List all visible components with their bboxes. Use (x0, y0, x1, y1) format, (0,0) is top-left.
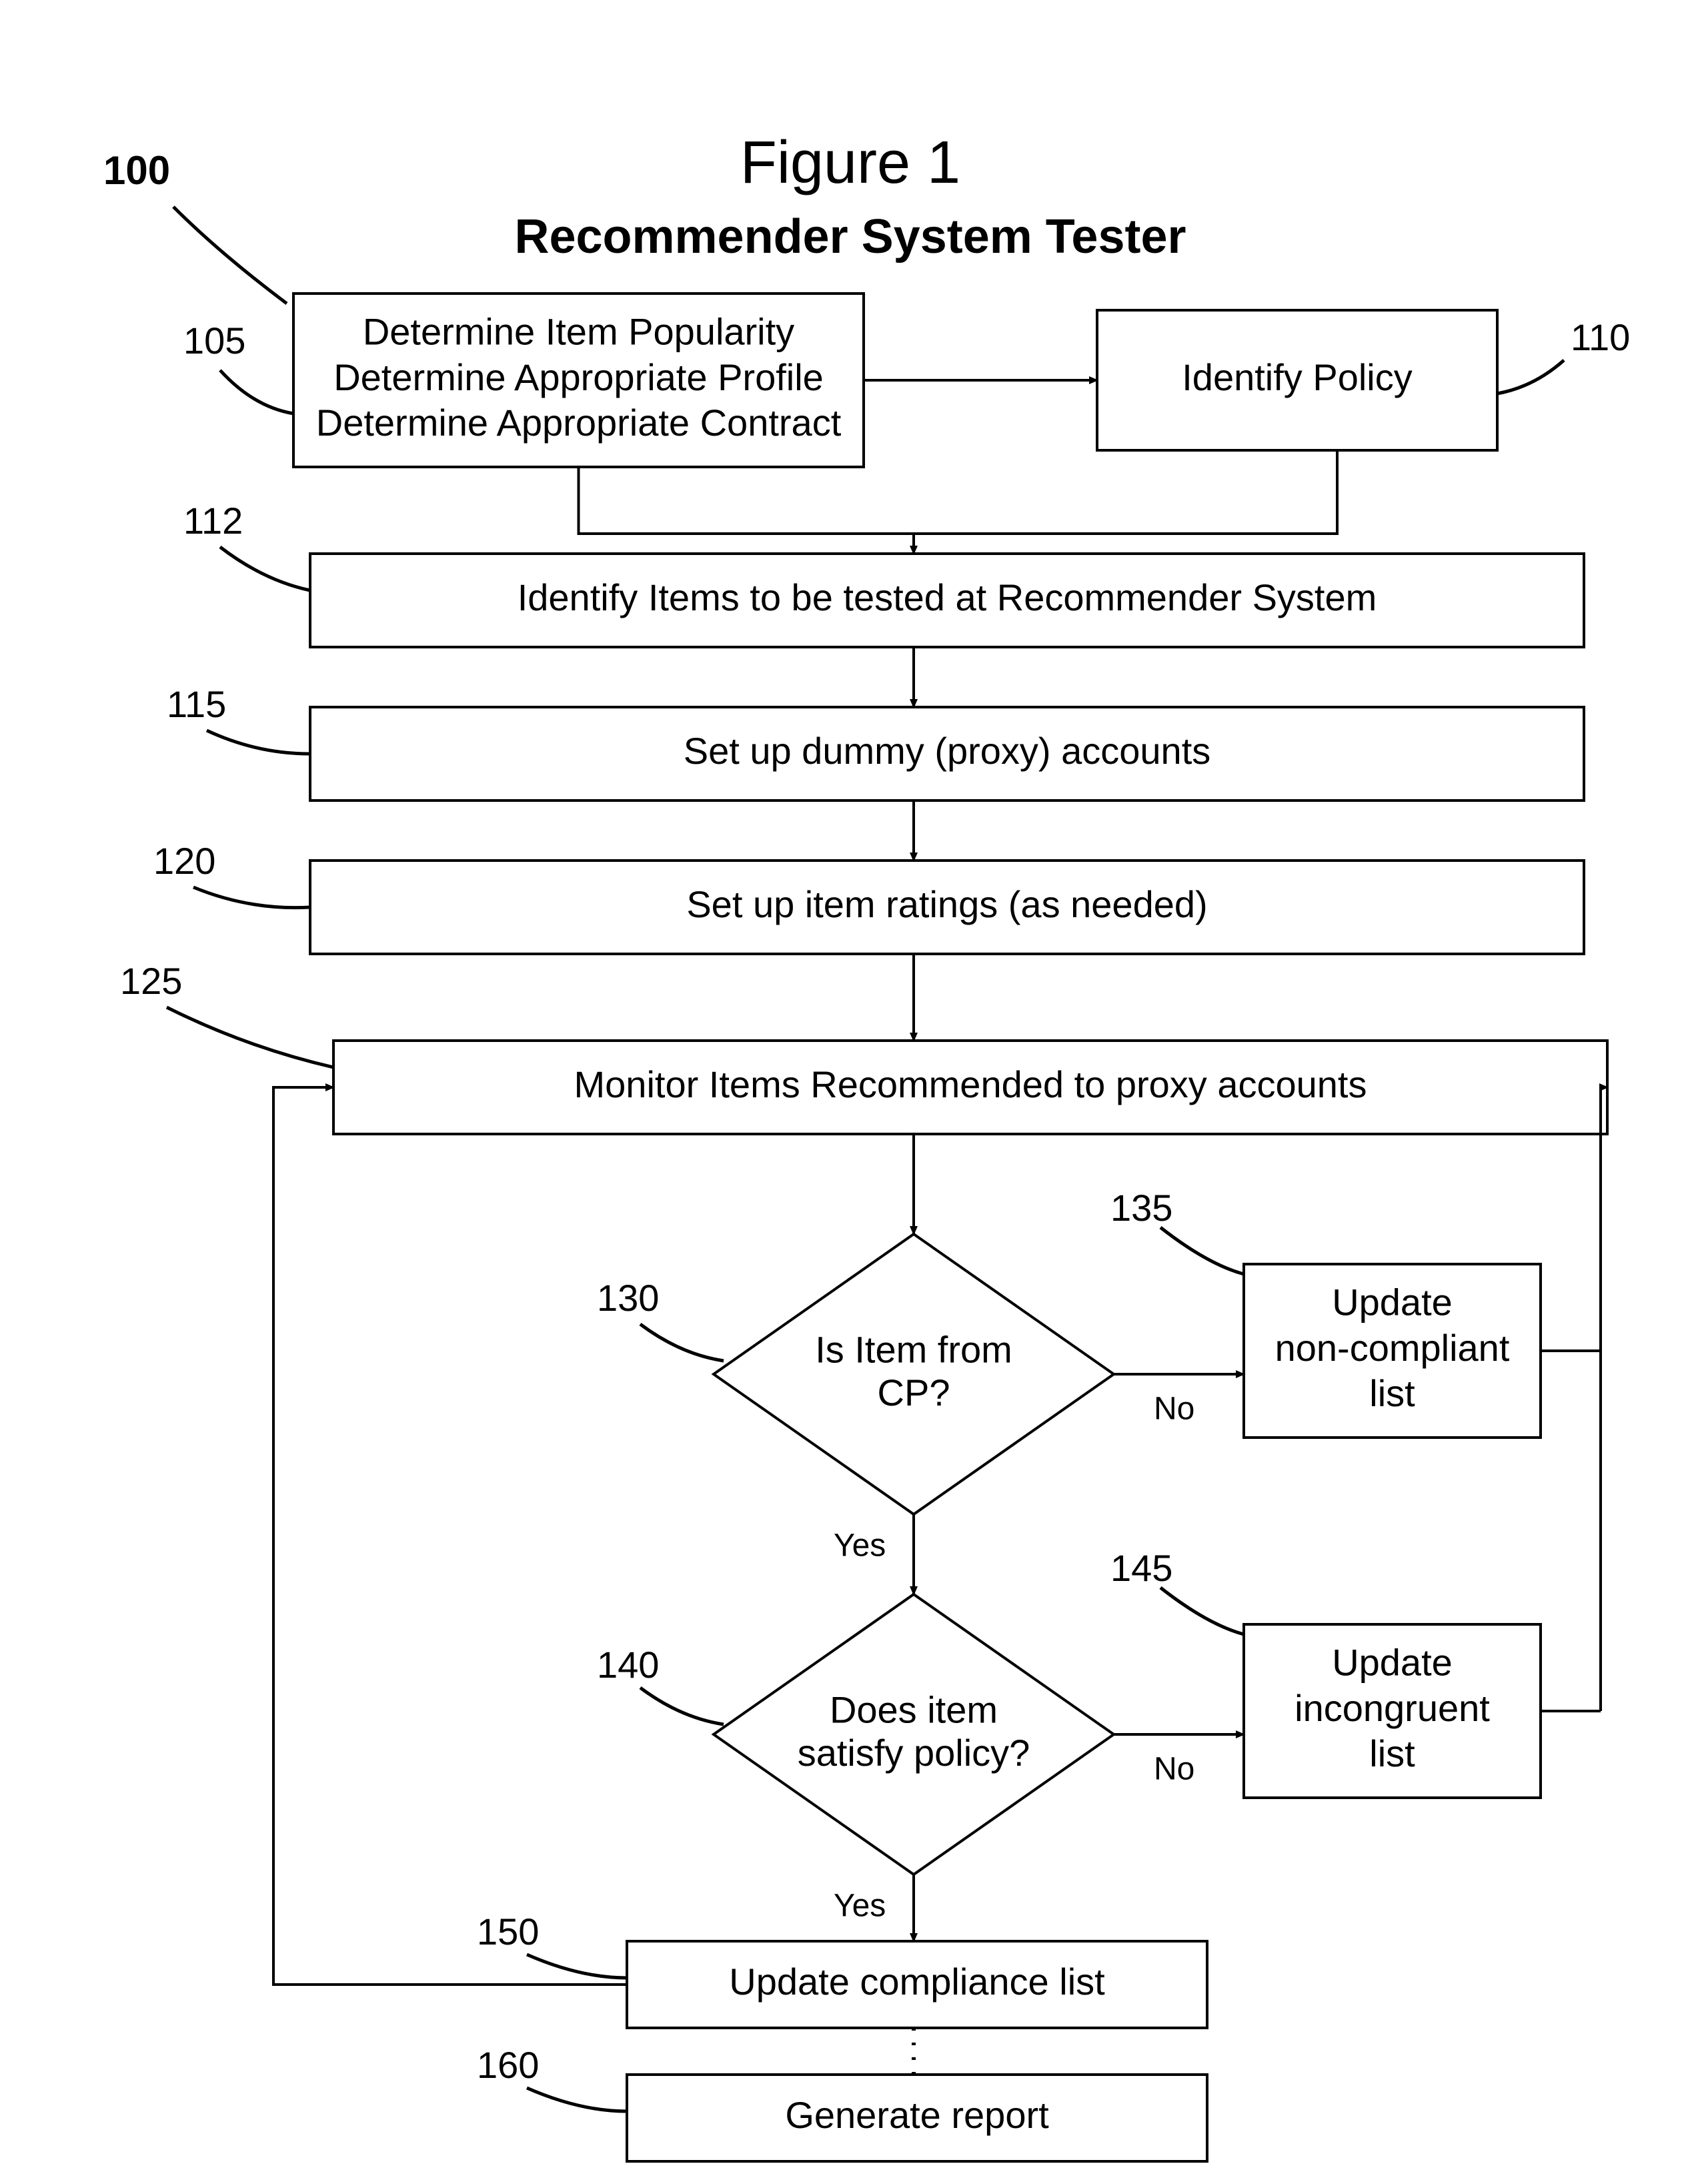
diamond-140-label: Does item (830, 1689, 998, 1731)
ref-r130: 130 (597, 1277, 659, 1319)
box-145-label: list (1369, 1732, 1415, 1774)
ref-r135: 135 (1110, 1187, 1172, 1229)
lead-r110 (1497, 360, 1564, 394)
arrow-150-125 (273, 1087, 627, 1985)
lead-r145 (1160, 1588, 1244, 1634)
figure-title-2: Recommender System Tester (514, 210, 1186, 263)
lead-r150 (527, 1955, 627, 1978)
ref-r160: 160 (477, 2044, 539, 2086)
diamond-130-label: CP? (878, 1372, 950, 1414)
lead-r140 (640, 1688, 724, 1724)
arrow-110-112 (914, 450, 1337, 554)
line-105-merge (579, 467, 914, 534)
ref-r115: 115 (167, 683, 226, 725)
lead-r135 (1160, 1227, 1244, 1274)
box-125-label: Monitor Items Recommended to proxy accou… (574, 1063, 1367, 1105)
ref-r112: 112 (183, 500, 243, 542)
arrow-rail-125 (1601, 1087, 1607, 1711)
box-110-label: Identify Policy (1182, 356, 1413, 398)
diamond-130-label: Is Item from (815, 1329, 1012, 1371)
label-130-no: No (1154, 1392, 1194, 1427)
box-135-label: non-compliant (1275, 1327, 1510, 1369)
ref-r110: 110 (1571, 316, 1630, 358)
box-105-label: Determine Appropriate Contract (316, 402, 842, 444)
ref-r120: 120 (153, 840, 215, 882)
lead-r130 (640, 1324, 724, 1361)
ref-r125: 125 (120, 960, 182, 1002)
box-135-label: list (1369, 1372, 1415, 1414)
figure-title-1: Figure 1 (740, 129, 960, 196)
diamond-140-label: satisfy policy? (798, 1732, 1030, 1774)
box-120-label: Set up item ratings (as needed) (686, 883, 1207, 925)
box-150-label: Update compliance list (729, 1961, 1105, 2003)
lead-r125 (167, 1007, 333, 1067)
label-140-no: No (1154, 1752, 1194, 1787)
lead-100 (173, 207, 287, 304)
box-160-label: Generate report (785, 2094, 1049, 2136)
lead-r112 (220, 547, 310, 590)
ref-r105: 105 (183, 320, 245, 362)
box-135-label: Update (1332, 1281, 1453, 1323)
ref-r145: 145 (1110, 1547, 1172, 1589)
box-112-label: Identify Items to be tested at Recommend… (518, 576, 1377, 618)
box-115-label: Set up dummy (proxy) accounts (684, 730, 1211, 772)
lead-r120 (193, 887, 310, 908)
box-105-label: Determine Item Popularity (363, 310, 794, 352)
box-105-label: Determine Appropriate Profile (333, 356, 824, 398)
lead-r105 (220, 370, 293, 414)
label-140-yes: Yes (834, 1888, 886, 1924)
label-130-yes: Yes (834, 1528, 886, 1564)
box-145-label: Update (1332, 1641, 1453, 1683)
lead-r115 (207, 730, 310, 754)
ref-r140: 140 (597, 1644, 659, 1686)
lead-r160 (527, 2088, 627, 2111)
ref-r150: 150 (477, 1910, 539, 1953)
ref-100: 100 (103, 148, 170, 193)
box-145-label: incongruent (1295, 1687, 1490, 1729)
